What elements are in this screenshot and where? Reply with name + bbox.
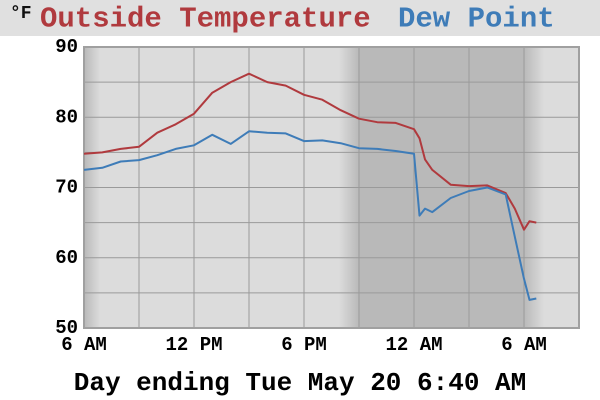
data-line [83,72,537,231]
plot-area [83,46,580,329]
y-tick-label: 70 [55,177,78,199]
plot-frame [83,46,580,329]
y-tick-label: 60 [55,247,78,269]
caption: Day ending Tue May 20 6:40 AM [74,368,526,398]
data-line [83,130,537,301]
legend-entry: Outside Temperature [40,3,371,36]
y-tick-label: 90 [55,36,78,58]
x-tick-label: 6 AM [501,334,547,356]
x-tick-label: 12 AM [385,334,442,356]
legend-entry: Dew Point [398,3,555,36]
x-tick-label: 12 PM [165,334,222,356]
y-tick-label: 80 [55,106,78,128]
unit-label: °F [10,4,32,24]
x-tick-label: 6 AM [61,334,107,356]
x-tick-label: 6 PM [281,334,327,356]
y-tick-label: 50 [55,317,78,339]
header-bar [0,0,600,36]
